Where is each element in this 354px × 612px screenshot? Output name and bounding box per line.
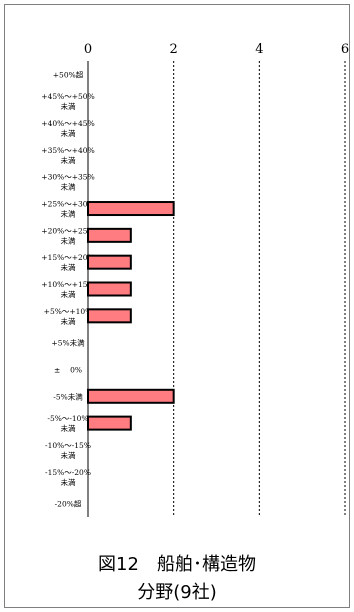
category-label-line: -20%超 — [55, 500, 82, 509]
x-tick-label-2: 4 — [255, 42, 263, 57]
category-label-line: -5%未満 — [53, 391, 83, 401]
category-label-line: 未満 — [61, 128, 76, 138]
bar-5 — [87, 201, 175, 217]
category-label-line: 未満 — [61, 316, 76, 326]
category-label-1: +45%～+50%未満 — [41, 92, 94, 111]
bar-12 — [87, 388, 175, 404]
category-label-line: +50%超 — [53, 70, 84, 79]
category-label-0: +50%超 — [53, 70, 84, 79]
category-label-line: +30%～+35% — [41, 173, 94, 182]
category-label-line: +35%～+40% — [41, 146, 94, 155]
category-label-11: ± 0% — [54, 365, 82, 374]
category-label-line: 未満 — [61, 155, 76, 165]
category-label-line: +5%～+10% — [44, 307, 93, 316]
bar-6 — [87, 227, 132, 243]
category-label-4: +30%～+35%未満 — [41, 173, 94, 192]
x-tick-label-1: 2 — [170, 42, 178, 57]
category-label-14: -10%～-15%未満 — [45, 441, 91, 460]
category-label-2: +40%～+45%未満 — [41, 119, 94, 138]
category-label-line: 未満 — [61, 450, 76, 460]
category-label-7: +15%～+20%未満 — [41, 253, 94, 272]
category-label-line: ± 0% — [54, 365, 82, 374]
category-label-5: +25%～+30%未満 — [41, 200, 94, 219]
bar-13 — [87, 415, 132, 431]
category-label-line: +25%～+30% — [41, 200, 94, 209]
category-label-line: 未満 — [61, 289, 76, 299]
category-label-10: +5%未満 — [51, 338, 85, 348]
category-label-line: +20%～+25% — [41, 226, 94, 235]
category-label-line: +10%～+15% — [41, 280, 94, 289]
category-label-line: +15%～+20% — [41, 253, 94, 262]
bar-7 — [87, 254, 132, 270]
category-label-line: 未満 — [61, 262, 76, 272]
category-label-line: -10%～-15% — [45, 441, 91, 450]
category-label-line: +45%～+50% — [41, 92, 94, 101]
category-label-line: 未満 — [61, 423, 76, 433]
category-label-line: 未満 — [61, 209, 76, 219]
category-label-line: 未満 — [61, 101, 76, 111]
category-label-16: -20%超 — [55, 500, 82, 509]
x-tick-label-3: 6 — [341, 42, 349, 57]
chart-caption-line1: 図12 船舶･構造物 — [98, 554, 256, 575]
category-label-13: -5%～-10%未満 — [47, 414, 88, 433]
category-label-line: 未満 — [61, 477, 76, 487]
category-label-line: +40%～+45% — [41, 119, 94, 128]
category-label-6: +20%～+25%未満 — [41, 226, 94, 245]
bar-chart: 0 2 4 6+50%超+45%～+50%未満+40%～+45%未満+35%～+40%… — [41, 42, 349, 517]
category-label-line: -5%～-10% — [47, 414, 88, 423]
chart-caption-line2: 分野(9社) — [137, 582, 217, 603]
category-label-8: +10%～+15%未満 — [41, 280, 94, 299]
category-label-line: 未満 — [61, 182, 76, 192]
category-label-9: +5%～+10%未満 — [44, 307, 93, 326]
category-label-15: -15%～-20%未満 — [45, 468, 91, 487]
category-label-line: -15%～-20% — [45, 468, 91, 477]
bar-9 — [87, 308, 132, 324]
x-tick-label-0: 0 — [84, 42, 92, 57]
category-label-12: -5%未満 — [53, 391, 83, 401]
category-label-line: +5%未満 — [51, 338, 85, 348]
bar-8 — [87, 281, 132, 297]
category-label-3: +35%～+40%未満 — [41, 146, 94, 165]
chart-frame: 0 2 4 6 +50%超 +45%～+50%未満 +40%～+45%未満 +35%～+40%… — [4, 4, 350, 608]
category-label-line: 未満 — [61, 235, 76, 245]
